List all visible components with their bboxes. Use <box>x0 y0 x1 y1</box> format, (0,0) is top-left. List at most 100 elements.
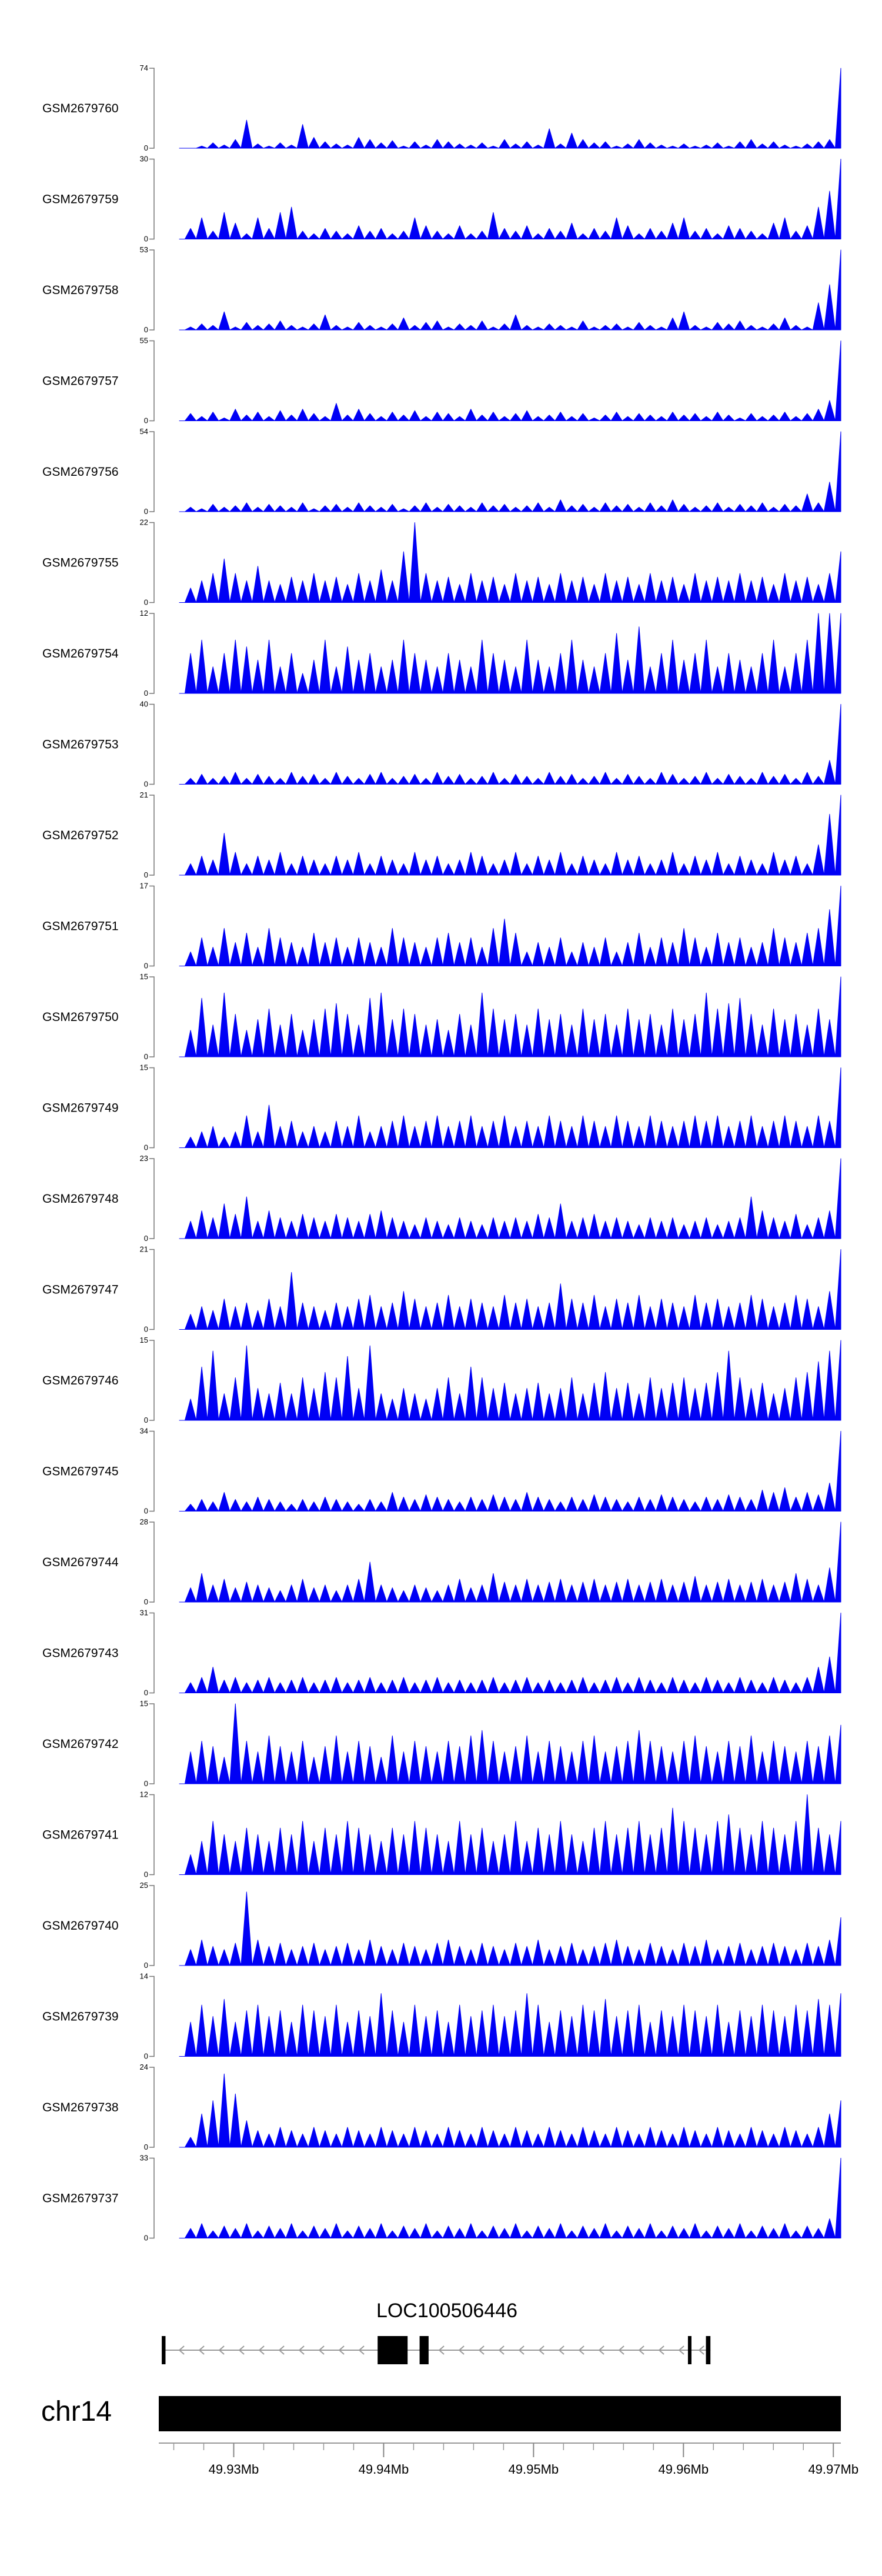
strand-arrow <box>498 2345 505 2355</box>
y-max-tick-label: 14 <box>140 1972 148 1981</box>
sample-label: GSM2679743 <box>42 1647 119 1660</box>
sample-label: GSM2679757 <box>42 375 119 388</box>
y-axis-line <box>149 340 155 422</box>
sample-label: GSM2679754 <box>42 647 119 660</box>
y-axis-line <box>149 1794 155 1876</box>
chromosome-ideogram-track: chr14 49.93Mb 49.94Mb 49.95Mb 49.96Mb 49.97M… <box>41 2396 858 2477</box>
coverage-track: GSM2679747 21 0 <box>42 1245 841 1334</box>
y-min-tick-label: 0 <box>144 1416 148 1424</box>
coverage-area <box>179 2073 841 2148</box>
strand-arrow <box>358 2345 365 2355</box>
strand-arrow <box>178 2345 185 2355</box>
y-min-tick-label: 0 <box>144 1597 148 1606</box>
strand-arrow <box>518 2345 524 2355</box>
sample-label: GSM2679759 <box>42 193 119 206</box>
coverage-area <box>179 795 841 876</box>
y-min-tick-label: 0 <box>144 235 148 243</box>
y-max-tick-label: 30 <box>140 155 148 163</box>
coverage-area <box>179 1613 841 1693</box>
coverage-track: GSM2679758 53 0 <box>42 245 841 334</box>
coverage-tracks: GSM2679760740GSM2679759300GSM2679758530G… <box>42 64 841 2243</box>
y-max-tick-label: 21 <box>140 1245 148 1254</box>
coverage-track: GSM2679754 12 0 <box>42 609 841 698</box>
sample-label: GSM2679755 <box>42 556 119 570</box>
y-max-tick-label: 74 <box>140 64 148 72</box>
y-axis-line <box>149 249 155 331</box>
coverage-track: GSM2679741 12 0 <box>42 1790 841 1879</box>
position-tick-label: 49.95Mb <box>509 2462 559 2477</box>
coverage-area <box>179 1891 841 1966</box>
y-axis-line <box>149 2067 155 2148</box>
sample-label: GSM2679746 <box>42 1374 119 1387</box>
y-max-tick-label: 17 <box>140 882 148 890</box>
strand-arrow <box>458 2345 465 2355</box>
y-axis-line <box>149 613 155 694</box>
y-max-tick-label: 12 <box>140 1790 148 1799</box>
y-axis-line <box>149 795 155 876</box>
y-axis-line <box>149 1521 155 1603</box>
strand-arrow <box>318 2345 325 2355</box>
y-max-tick-label: 54 <box>140 427 148 436</box>
coverage-track: GSM2679755 22 0 <box>42 518 841 607</box>
y-max-tick-label: 34 <box>140 1427 148 1436</box>
y-min-tick-label: 0 <box>144 1325 148 1334</box>
coverage-area <box>179 431 841 512</box>
strand-arrow <box>538 2345 544 2355</box>
coverage-track: GSM2679752 21 0 <box>42 790 841 879</box>
coverage-track: GSM2679759 30 0 <box>42 155 841 243</box>
y-max-tick-label: 22 <box>140 518 148 527</box>
y-max-tick-label: 24 <box>140 2063 148 2071</box>
y-max-tick-label: 23 <box>140 1154 148 1163</box>
sample-label: GSM2679745 <box>42 1465 119 1479</box>
coverage-area <box>179 1158 841 1239</box>
y-min-tick-label: 0 <box>144 1689 148 1697</box>
y-max-tick-label: 55 <box>140 336 148 345</box>
y-min-tick-label: 0 <box>144 1234 148 1243</box>
y-min-tick-label: 0 <box>144 870 148 879</box>
y-axis-line <box>149 68 155 149</box>
coverage-track: GSM2679750 15 0 <box>42 972 841 1061</box>
y-max-tick-label: 15 <box>140 1699 148 1708</box>
strand-arrow <box>198 2345 205 2355</box>
position-tick-label: 49.97Mb <box>808 2462 858 2477</box>
y-min-tick-label: 0 <box>144 1870 148 1879</box>
gene-model <box>162 2336 711 2364</box>
y-max-tick-label: 21 <box>140 790 148 799</box>
y-axis-line <box>149 1885 155 1966</box>
y-axis-line <box>149 1612 155 1694</box>
y-max-tick-label: 53 <box>140 245 148 254</box>
y-min-tick-label: 0 <box>144 144 148 152</box>
sample-label: GSM2679749 <box>42 1102 119 1115</box>
sample-label: GSM2679742 <box>42 1737 119 1751</box>
y-axis-line <box>149 522 155 603</box>
coverage-track: GSM2679743 31 0 <box>42 1609 841 1697</box>
y-min-tick-label: 0 <box>144 1052 148 1061</box>
strand-arrow <box>258 2345 265 2355</box>
y-min-tick-label: 0 <box>144 1507 148 1516</box>
gene-exon <box>687 2336 691 2364</box>
coverage-area <box>179 976 841 1057</box>
coverage-track: GSM2679739 14 0 <box>42 1972 841 2061</box>
coverage-track: GSM2679744 28 0 <box>42 1517 841 1606</box>
sample-label: GSM2679750 <box>42 1010 119 1024</box>
y-min-tick-label: 0 <box>144 780 148 789</box>
y-max-tick-label: 15 <box>140 1336 148 1344</box>
strand-arrow <box>218 2345 225 2355</box>
y-min-tick-label: 0 <box>144 325 148 334</box>
sample-label: GSM2679740 <box>42 1919 119 1933</box>
y-axis-line <box>149 976 155 1057</box>
strand-arrow <box>598 2345 604 2355</box>
coverage-area <box>179 886 841 966</box>
strand-arrow <box>678 2345 684 2355</box>
coverage-area <box>179 704 841 785</box>
y-min-tick-label: 0 <box>144 1779 148 1788</box>
y-axis-line <box>149 1249 155 1330</box>
y-max-tick-label: 15 <box>140 972 148 981</box>
coverage-area <box>179 341 841 421</box>
coverage-area <box>179 522 841 603</box>
strand-arrow <box>638 2345 644 2355</box>
sample-label: GSM2679758 <box>42 283 119 297</box>
coverage-track: GSM2679745 34 0 <box>42 1427 841 1516</box>
coverage-track: GSM2679753 40 0 <box>42 700 841 789</box>
coverage-track: GSM2679749 15 0 <box>42 1063 841 1152</box>
